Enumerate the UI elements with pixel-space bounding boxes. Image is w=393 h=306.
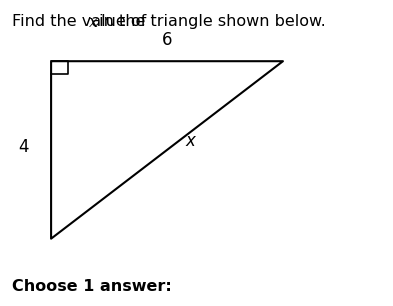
- Text: x: x: [89, 14, 98, 31]
- Text: 4: 4: [18, 138, 29, 156]
- Text: x: x: [185, 132, 196, 150]
- Text: in the triangle shown below.: in the triangle shown below.: [94, 14, 326, 29]
- Text: Find the value of: Find the value of: [12, 14, 151, 29]
- Text: Choose 1 answer:: Choose 1 answer:: [12, 279, 171, 294]
- Text: 6: 6: [162, 31, 172, 49]
